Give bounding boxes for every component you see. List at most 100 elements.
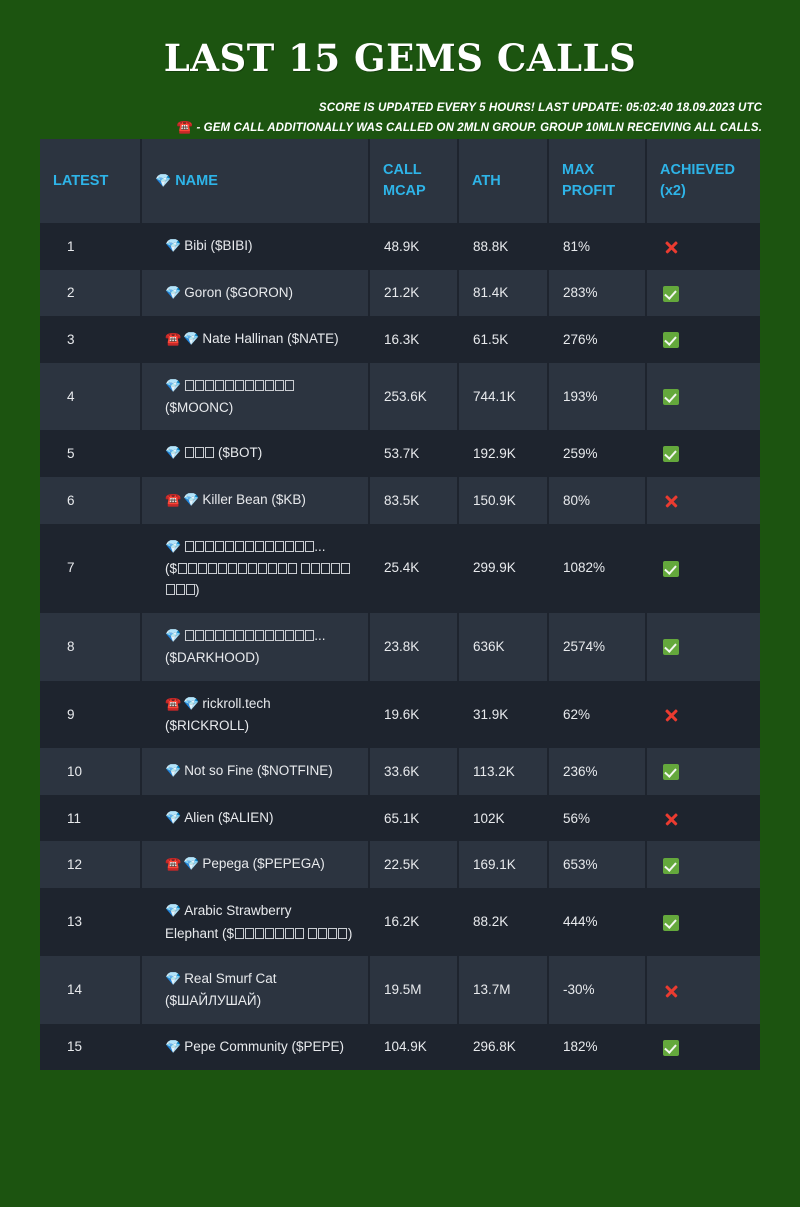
name-line1: ☎️ 💎 Nate Hallinan ($NATE) (165, 328, 355, 351)
unrenderable-glyph (217, 563, 227, 575)
cell-ath: 296.8K (458, 1023, 548, 1071)
unrenderable-glyph (184, 629, 194, 641)
cell-name[interactable]: 💎 Arabic Strawberry Elephant ($ ) (141, 888, 369, 956)
cell-max-profit: 56% (548, 794, 646, 842)
cell-max-profit: 259% (548, 430, 646, 477)
page-title: LAST 15 GEMS CALLS (163, 36, 637, 80)
cell-call-mcap: 21.2K (369, 269, 459, 317)
gem-icon: 💎 (165, 378, 182, 394)
name-line1: 💎 Pepe Community ($PEPE) (165, 1036, 355, 1059)
cell-max-profit: 1082% (548, 523, 646, 613)
telephone-icon: ☎️ (165, 332, 182, 348)
unrenderable-glyph (175, 584, 185, 596)
gem-icon: 💎 (165, 446, 182, 462)
unrenderable-glyph (184, 540, 194, 552)
gem-icon: 💎 (165, 539, 182, 555)
unrenderable-glyph (254, 540, 264, 552)
table-row[interactable]: 4 💎 ($MOONC) 253.6K 744.1K 193% (40, 362, 760, 431)
cell-name[interactable]: ☎️ 💎 Nate Hallinan ($NATE) (141, 316, 369, 363)
cell-name[interactable]: 💎... ($DARKHOOD) (141, 612, 370, 681)
gem-icon: 💎 (165, 904, 182, 920)
cell-latest: 7 (40, 523, 141, 613)
unrenderable-glyph (197, 563, 207, 575)
unrenderable-glyph (284, 540, 294, 552)
unrenderable-glyph (264, 927, 274, 939)
table-row[interactable]: 8 💎... ($DARKHOOD) 23.8K 636K 2574% (40, 612, 760, 681)
table-row[interactable]: 10 💎 Not so Fine ($NOTFINE) 33.6K 113.2K 236% (40, 748, 760, 795)
name-line1: 💎... (165, 625, 355, 648)
table-row[interactable]: 6 ☎️ 💎 Killer Bean ($KB) 83.5K 150.9K 80% (40, 476, 760, 524)
column-header-max-profit-line2: PROFIT (562, 183, 616, 199)
name-text: ($BOT) (214, 445, 263, 461)
name-text: ... (314, 627, 326, 643)
cell-name[interactable]: ☎️ 💎 rickroll.tech ($RICKROLL) (141, 680, 369, 749)
cell-name[interactable]: 💎 Real Smurf Cat ($ШАЙЛУШАЙ) (141, 955, 370, 1024)
cell-name[interactable]: 💎 Goron ($GORON) (141, 269, 370, 317)
name-line1: ☎️ 💎 Killer Bean ($KB) (165, 489, 355, 512)
column-header-max-profit-line1: MAX (562, 162, 595, 179)
cell-max-profit: 653% (548, 841, 647, 889)
achieved-no-icon (663, 239, 679, 255)
cell-name[interactable]: 💎 Not so Fine ($NOTFINE) (141, 748, 370, 795)
table-row[interactable]: 11 💎 Alien ($ALIEN) 65.1K 102K 56% (40, 794, 760, 842)
cell-name[interactable]: 💎 Pepe Community ($PEPE) (141, 1023, 369, 1071)
table-row[interactable]: 2 💎 Goron ($GORON) 21.2K 81.4K 283% (40, 269, 760, 317)
column-header-name[interactable]: 💎 NAME (141, 139, 370, 223)
unrenderable-glyph (184, 379, 194, 391)
column-header-max-profit[interactable]: MAX PROFIT (548, 139, 647, 223)
table-row[interactable]: 14 💎 Real Smurf Cat ($ШАЙЛУШАЙ) 19.5M 13.7M -3… (40, 955, 760, 1024)
cell-achieved (646, 680, 760, 749)
cell-latest: 8 (40, 612, 142, 681)
cell-name[interactable]: 💎... ($ ) (141, 523, 369, 613)
cell-latest: 15 (40, 1023, 141, 1071)
table-row[interactable]: 12 ☎️ 💎 Pepega ($PEPEGA) 22.5K 169.1K 653% (40, 841, 760, 889)
table-header: LATEST 💎 NAME CALL MCAP ATH MAX PROFIT ACHI… (40, 139, 760, 223)
unrenderable-glyph (274, 540, 284, 552)
achieved-yes-icon (663, 857, 679, 874)
achieved-yes-icon (663, 560, 679, 577)
unrenderable-glyph (207, 563, 217, 575)
name-text: Pepe Community ($PEPE) (184, 1038, 344, 1054)
unrenderable-glyph (184, 447, 194, 459)
table-row[interactable]: 7 💎... ($ ) 25.4K 299.9K 1082% (40, 523, 760, 613)
cell-max-profit: 276% (548, 316, 646, 363)
table-row[interactable]: 13 💎 Arabic Strawberry Elephant ($ ) 16.2K 88… (40, 888, 760, 956)
column-header-latest-label: LATEST (53, 172, 109, 189)
cell-achieved (646, 748, 760, 795)
achieved-yes-icon (663, 389, 679, 406)
achieved-no-icon (663, 707, 679, 723)
cell-name[interactable]: 💎 ($MOONC) (141, 362, 370, 431)
column-header-ath[interactable]: ATH (458, 139, 549, 223)
table-row[interactable]: 15 💎 Pepe Community ($PEPE) 104.9K 296.8K 182… (40, 1023, 760, 1071)
cell-name[interactable]: 💎 ($BOT) (141, 430, 369, 477)
cell-name[interactable]: 💎 Bibi ($BIBI) (141, 223, 369, 270)
cell-name[interactable]: ☎️ 💎 Killer Bean ($KB) (141, 476, 370, 524)
unrenderable-glyph (264, 540, 274, 552)
column-header-latest[interactable]: LATEST (40, 139, 142, 223)
name-text: Goron ($GORON) (184, 284, 293, 300)
achieved-yes-icon (663, 1039, 679, 1056)
column-header-call-mcap[interactable]: CALL MCAP (369, 139, 459, 223)
cell-max-profit: 62% (548, 680, 646, 749)
table-row[interactable]: 1 💎 Bibi ($BIBI) 48.9K 88.8K 81% (40, 223, 760, 270)
cell-name[interactable]: ☎️ 💎 Pepega ($PEPEGA) (141, 841, 370, 889)
name-line1: ☎️ 💎 Pepega ($PEPEGA) (165, 853, 355, 876)
name-line1: 💎 ($BOT) (165, 442, 355, 465)
cell-call-mcap: 19.6K (369, 680, 458, 749)
unrenderable-glyph (294, 540, 304, 552)
achieved-yes-icon (663, 639, 679, 656)
name-text: Bibi ($BIBI) (184, 238, 253, 253)
unrenderable-glyph (224, 379, 234, 391)
table-row[interactable]: 3 ☎️ 💎 Nate Hallinan ($NATE) 16.3K 61.5K 276% (40, 316, 760, 363)
column-header-achieved[interactable]: ACHIEVED (x2) (646, 139, 760, 223)
cell-name[interactable]: 💎 Alien ($ALIEN) (141, 794, 369, 842)
cell-ath: 61.5K (458, 316, 548, 363)
table-row[interactable]: 9 ☎️ 💎 rickroll.tech ($RICKROLL) 19.6K 31.9K 62… (40, 680, 760, 749)
table-row[interactable]: 5 💎 ($BOT) 53.7K 192.9K 259% (40, 430, 760, 477)
unrenderable-glyph (214, 540, 224, 552)
name-line1: 💎 Not so Fine ($NOTFINE) (165, 760, 355, 783)
gem-icon: 💎 (165, 1039, 182, 1055)
achieved-yes-icon (663, 332, 679, 349)
cell-ath: 150.9K (458, 476, 549, 524)
name-line2: ($DARKHOOD) (165, 650, 260, 666)
